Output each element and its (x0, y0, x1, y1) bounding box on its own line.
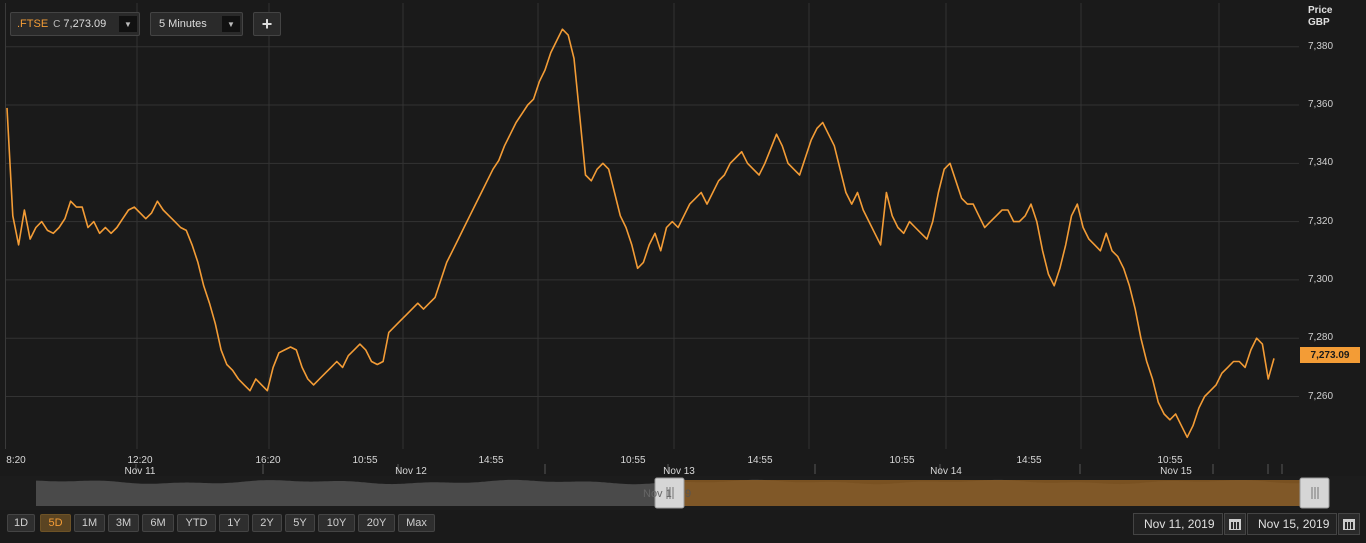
last-price-badge: 7,273.09 (1300, 347, 1360, 363)
x-tick-label: 12:20 (127, 455, 153, 466)
navigator-handle-text: 9 (685, 488, 691, 500)
axis-header-currency: GBP (1308, 17, 1330, 28)
x-tick-label: 10:55 (620, 455, 646, 466)
x-tick-label: 14:55 (1016, 455, 1042, 466)
close-value: 7,273.09 (63, 18, 107, 30)
y-tick-label: 7,300 (1308, 273, 1334, 285)
symbol-label: .FTSE (17, 18, 49, 30)
x-tick-label: 8:20 (6, 455, 26, 466)
range-navigator[interactable]: Nov 1 9 (0, 476, 1366, 510)
x-day-label: Nov 15 (1160, 466, 1192, 477)
y-tick-label: 7,260 (1308, 390, 1334, 402)
range-button-6m[interactable]: 6M (142, 514, 174, 532)
range-button-ytd[interactable]: YTD (177, 514, 216, 532)
calendar-icon[interactable] (1338, 513, 1360, 535)
navigator-selected-window (684, 480, 1301, 506)
x-day-label: Nov 11 (124, 466, 156, 477)
y-tick-label: 7,380 (1308, 40, 1334, 52)
interval-selector[interactable]: 5 Minutes ▼ (150, 12, 243, 36)
price-series-line (6, 28, 1275, 439)
chevron-down-icon[interactable]: ▼ (222, 16, 240, 32)
y-tick-label: 7,340 (1308, 157, 1334, 169)
x-day-label: Nov 14 (930, 466, 962, 477)
x-tick-label: 10:55 (1157, 455, 1183, 466)
range-button-20y[interactable]: 20Y (358, 514, 395, 532)
range-button-max[interactable]: Max (398, 514, 435, 532)
interval-label: 5 Minutes (159, 18, 207, 30)
x-tick-label: 16:20 (255, 455, 281, 466)
plus-icon: + (261, 13, 273, 34)
price-chart (6, 3, 1299, 449)
x-day-label: Nov 13 (663, 466, 695, 477)
x-tick-label: 10:55 (352, 455, 378, 466)
range-button-10y[interactable]: 10Y (318, 514, 355, 532)
range-button-2y[interactable]: 2Y (252, 514, 282, 532)
x-tick-label: 10:55 (889, 455, 915, 466)
x-day-label: Nov 12 (395, 466, 427, 477)
range-button-1m[interactable]: 1M (74, 514, 105, 532)
y-tick-label: 7,320 (1308, 215, 1334, 227)
y-tick-label: 7,360 (1308, 99, 1334, 111)
range-button-3m[interactable]: 3M (108, 514, 139, 532)
navigator-handle-text: Nov 1 (643, 488, 672, 500)
start-date-field[interactable]: Nov 11, 2019 (1133, 513, 1223, 535)
time-axis-ticks (135, 464, 1283, 474)
calendar-icon[interactable] (1224, 513, 1246, 535)
chevron-down-icon[interactable]: ▼ (119, 16, 137, 32)
x-tick-label: 14:55 (478, 455, 504, 466)
chart-plot-area[interactable] (5, 3, 1299, 449)
range-button-1d[interactable]: 1D (7, 514, 35, 532)
axis-header: Price GBP (1308, 5, 1332, 29)
end-date-field[interactable]: Nov 15, 2019 (1247, 513, 1337, 535)
symbol-selector[interactable]: .FTSE C 7,273.09 ▼ (10, 12, 140, 36)
range-button-1y[interactable]: 1Y (219, 514, 249, 532)
range-button-5y[interactable]: 5Y (285, 514, 315, 532)
range-button-5d[interactable]: 5D (40, 514, 71, 532)
axis-header-price: Price (1308, 5, 1333, 16)
add-button[interactable]: + (253, 12, 281, 36)
close-prefix: C (53, 18, 61, 30)
y-tick-label: 7,280 (1308, 332, 1334, 344)
x-tick-label: 14:55 (747, 455, 773, 466)
